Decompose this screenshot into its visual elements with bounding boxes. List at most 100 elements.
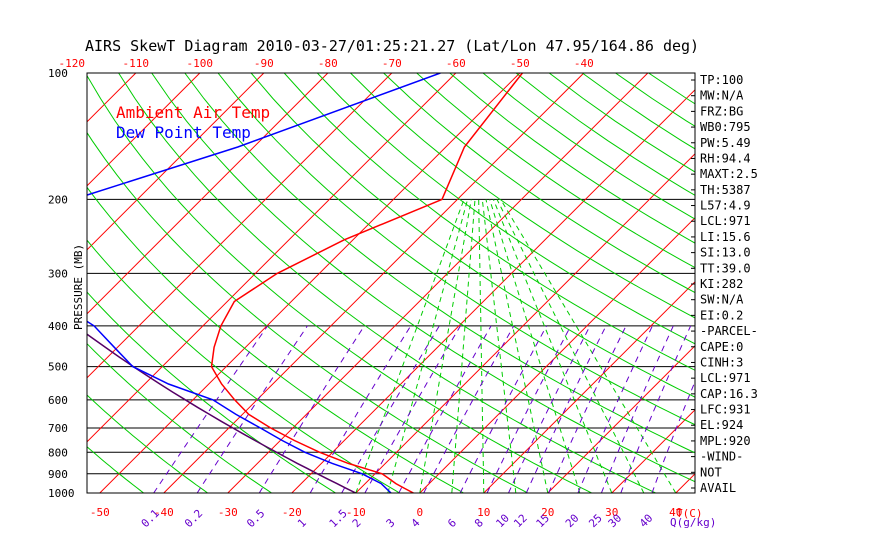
moist-adiabat-line xyxy=(492,199,613,493)
isotherm-line xyxy=(163,73,585,493)
isotherm-line xyxy=(291,89,695,493)
ambient-air-temp-line xyxy=(210,73,523,493)
top-tick-label: -60 xyxy=(446,57,466,70)
pressure-tick-label: 600 xyxy=(48,394,68,407)
moist-adiabat-line xyxy=(451,199,476,493)
isotherm-line xyxy=(87,73,457,443)
pressure-tick-label: 700 xyxy=(48,422,68,435)
isotherm-line xyxy=(355,153,695,493)
index-label: PW:5.49 xyxy=(700,136,751,150)
dry-adiabat-line xyxy=(283,73,695,371)
top-tick-label: -90 xyxy=(254,57,274,70)
mixing-ratio-line xyxy=(548,325,627,493)
moist-adiabat-line xyxy=(355,199,465,493)
index-label: SI:13.0 xyxy=(700,246,751,260)
dry-adiabat-line xyxy=(87,186,464,493)
pressure-tick-label: 100 xyxy=(48,67,68,80)
mixing-ratio-line xyxy=(600,325,674,493)
bottom-tick-label: 40 xyxy=(669,506,682,519)
dry-adiabat-line xyxy=(151,73,695,483)
x-axis-unit-label: T(C) xyxy=(676,507,703,520)
isotherm-line xyxy=(483,281,695,493)
index-label: TP:100 xyxy=(700,73,743,87)
pressure-tick-label: 800 xyxy=(48,446,68,459)
mixing-ratio-label: 0.5 xyxy=(244,507,267,530)
bottom-tick-label: -30 xyxy=(218,506,238,519)
mixing-ratio-unit-label: Q(g/kg) xyxy=(670,516,716,529)
dry-adiabat-line xyxy=(250,73,695,398)
plot-frame xyxy=(86,72,696,494)
mixing-ratio-line xyxy=(196,325,308,493)
dry-adiabat-line xyxy=(217,73,695,426)
bottom-tick-label: -40 xyxy=(154,506,174,519)
index-label: MPL:920 xyxy=(700,434,751,448)
dry-adiabat-line xyxy=(87,131,528,493)
dry-adiabat-line xyxy=(648,73,695,105)
index-label: WB0:795 xyxy=(700,120,751,134)
index-label: RH:94.4 xyxy=(700,151,751,165)
index-label: CINH:3 xyxy=(700,355,743,369)
pressure-tick-label: 300 xyxy=(48,267,68,280)
index-label: AVAIL xyxy=(700,481,736,495)
dry-adiabat-line xyxy=(449,73,695,244)
mixing-ratio-line xyxy=(398,325,492,493)
dry-adiabat-line xyxy=(383,73,695,294)
pressure-tick-label: 900 xyxy=(48,468,68,481)
mixing-ratio-line xyxy=(508,325,591,493)
mixing-ratio-line xyxy=(620,325,692,493)
index-label: NOT xyxy=(700,465,722,479)
reference-parcel-curve xyxy=(87,333,357,493)
moist-adiabat-line xyxy=(485,199,549,493)
legend-dew-point-temp: Dew Point Temp xyxy=(116,123,251,142)
top-tick-label: -40 xyxy=(574,57,594,70)
index-label: LI:15.6 xyxy=(700,230,751,244)
dry-adiabat-line xyxy=(87,74,592,493)
mixing-ratio-line xyxy=(341,325,440,493)
moist-adiabat-line xyxy=(500,199,677,493)
top-tick-label: -70 xyxy=(382,57,402,70)
pressure-tick-label: 400 xyxy=(48,320,68,333)
dry-adiabat-line xyxy=(515,73,695,196)
mixing-ratio-label: 3 xyxy=(384,516,398,530)
isotherm-line xyxy=(227,73,649,493)
dry-adiabat-line xyxy=(87,394,208,493)
index-label: FRZ:BG xyxy=(700,104,743,118)
dry-adiabat-line xyxy=(87,342,272,493)
top-tick-label: -100 xyxy=(187,57,214,70)
moist-adiabat-line xyxy=(387,199,469,493)
mixing-ratio-label: 40 xyxy=(637,512,656,531)
index-label: MW:N/A xyxy=(700,89,744,103)
moist-adiabat-line xyxy=(496,199,645,493)
index-label: KI:282 xyxy=(700,277,743,291)
mixing-ratio-label: 1 xyxy=(295,516,309,530)
index-label: LCL:971 xyxy=(700,371,751,385)
mixing-ratio-label: 12 xyxy=(511,512,530,531)
y-axis-label: PRESSURE (MB) xyxy=(72,244,85,330)
index-label: EI:0.2 xyxy=(700,308,743,322)
mixing-ratio-line xyxy=(651,380,695,493)
isotherm-line xyxy=(87,73,265,251)
index-label: L57:4.9 xyxy=(700,199,751,213)
index-label: MAXT:2.5 xyxy=(700,167,758,181)
mixing-ratio-label: 25 xyxy=(586,512,605,531)
pressure-tick-label: 200 xyxy=(48,193,68,206)
index-label: LFC:931 xyxy=(700,403,751,417)
index-label: LCL:971 xyxy=(700,214,751,228)
moist-adiabat-line xyxy=(481,199,517,493)
isotherm-line xyxy=(547,345,695,493)
mixing-ratio-line xyxy=(258,325,365,493)
isotherm-line xyxy=(419,217,695,493)
bottom-tick-label: 0 xyxy=(416,506,423,519)
dry-adiabat-line xyxy=(350,73,695,319)
index-label: CAP:16.3 xyxy=(700,387,758,401)
mixing-ratio-label: 6 xyxy=(445,516,459,530)
dry-adiabat-line xyxy=(416,73,695,269)
mixing-ratio-line xyxy=(486,325,572,493)
mixing-ratio-label: 20 xyxy=(563,512,582,531)
index-label: EL:924 xyxy=(700,418,743,432)
mixing-ratio-line xyxy=(309,325,412,493)
bottom-tick-label: 30 xyxy=(605,506,618,519)
moist-adiabat-line xyxy=(419,199,472,493)
index-label: TT:39.0 xyxy=(700,261,751,275)
